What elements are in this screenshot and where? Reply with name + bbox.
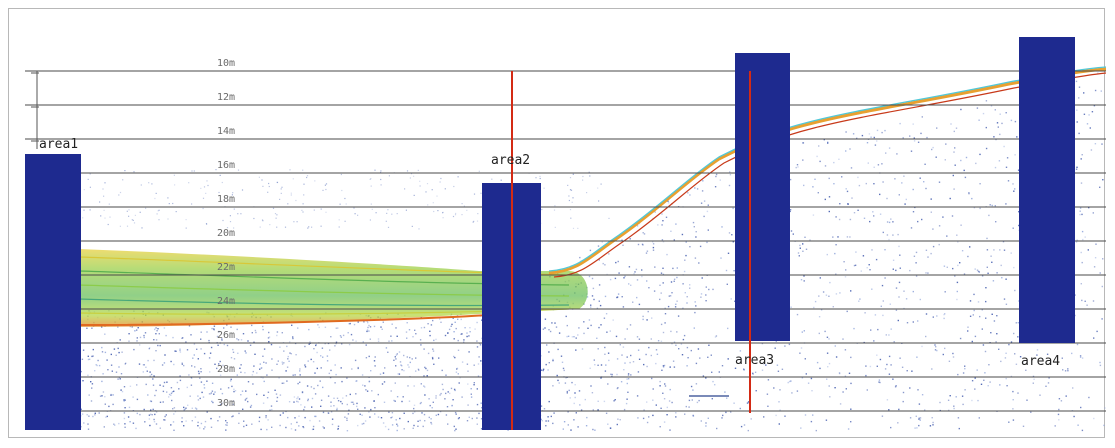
echogram-frame: 10m 12m 14m 16m 18m 20m 22m 24m 26m 28m 30m area1 … — [8, 8, 1106, 438]
depth-label: 30m — [217, 398, 235, 409]
depth-label: 18m — [217, 194, 235, 205]
area2-label: area2 — [491, 153, 530, 168]
depth-label: 20m — [217, 228, 235, 239]
depth-labels: 10m 12m 14m 16m 18m 20m 22m 24m 26m 28m 30m — [217, 58, 235, 409]
water-column-layers — [79, 249, 588, 327]
depth-label: 10m — [217, 58, 235, 69]
depth-label: 16m — [217, 160, 235, 171]
area4-block[interactable] — [1019, 37, 1075, 343]
depth-label: 28m — [217, 364, 235, 375]
depth-label: 14m — [217, 126, 235, 137]
depth-grid — [25, 70, 1106, 412]
depth-label: 12m — [217, 92, 235, 103]
depth-label: 26m — [217, 330, 235, 341]
left-axis — [31, 71, 39, 149]
backscatter-noise — [25, 72, 1106, 432]
area3-block[interactable] — [735, 53, 790, 341]
area1-label: area1 — [39, 137, 78, 152]
area4-label: area4 — [1021, 354, 1060, 369]
area3-label: area3 — [735, 353, 774, 368]
depth-label: 22m — [217, 262, 235, 273]
area1-block[interactable] — [25, 154, 81, 430]
depth-label: 24m — [217, 296, 235, 307]
